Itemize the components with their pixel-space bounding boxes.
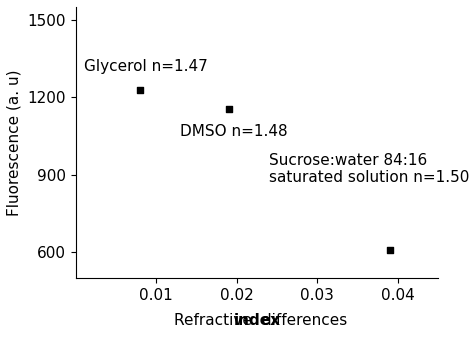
X-axis label: Refractive index differences: Refractive index differences: [0, 338, 1, 339]
Text: Sucrose:water 84:16
saturated solution n=1.50: Sucrose:water 84:16 saturated solution n…: [269, 153, 469, 185]
Y-axis label: Fluorescence (a. u): Fluorescence (a. u): [7, 69, 22, 216]
Point: [137, 87, 144, 92]
Text: Refractive: Refractive: [174, 313, 257, 328]
Point: [225, 106, 233, 112]
Text: differences: differences: [257, 313, 347, 328]
Text: DMSO n=1.48: DMSO n=1.48: [181, 124, 288, 139]
Text: Glycerol n=1.47: Glycerol n=1.47: [84, 59, 208, 74]
Point: [386, 247, 393, 252]
Text: index: index: [233, 313, 281, 328]
